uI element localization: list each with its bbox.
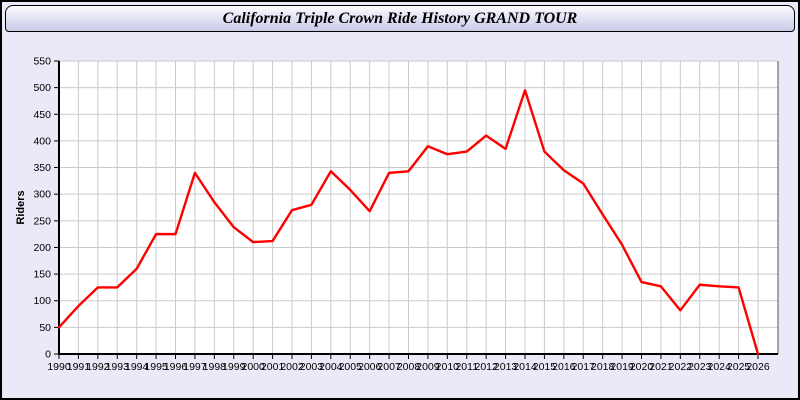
x-tick-label: 2020 bbox=[630, 361, 654, 373]
y-tick-label: 550 bbox=[33, 56, 51, 68]
x-tick-label: 2010 bbox=[436, 361, 460, 373]
x-tick-label: 2022 bbox=[669, 361, 693, 373]
x-tick-label: 2000 bbox=[241, 361, 265, 373]
y-tick-label: 300 bbox=[33, 189, 51, 201]
x-tick-label: 1997 bbox=[183, 361, 207, 373]
y-axis-title: Riders bbox=[15, 190, 27, 224]
x-tick-label: 1998 bbox=[203, 361, 227, 373]
y-tick-label: 500 bbox=[33, 82, 51, 94]
x-tick-label: 2002 bbox=[280, 361, 304, 373]
x-tick-label: 2005 bbox=[339, 361, 363, 373]
title-bar: California Triple Crown Ride History GRA… bbox=[5, 5, 795, 32]
x-tick-label: 2018 bbox=[591, 361, 615, 373]
y-tick-label: 50 bbox=[39, 322, 51, 334]
x-tick-label: 2023 bbox=[688, 361, 712, 373]
x-tick-label: 2024 bbox=[707, 361, 731, 373]
y-tick-label: 150 bbox=[33, 269, 51, 281]
x-tick-label: 2015 bbox=[533, 361, 557, 373]
x-tick-label: 2021 bbox=[649, 361, 673, 373]
chart-title: California Triple Crown Ride History GRA… bbox=[222, 9, 578, 27]
x-tick-label: 2016 bbox=[552, 361, 576, 373]
y-tick-label: 400 bbox=[33, 135, 51, 147]
x-tick-label: 2007 bbox=[377, 361, 401, 373]
x-tick-label: 2006 bbox=[358, 361, 382, 373]
x-tick-label: 1996 bbox=[164, 361, 188, 373]
x-tick-label: 2017 bbox=[572, 361, 596, 373]
y-tick-label: 200 bbox=[33, 242, 51, 254]
y-tick-label: 250 bbox=[33, 215, 51, 227]
x-tick-label: 2025 bbox=[727, 361, 751, 373]
x-tick-label: 1992 bbox=[86, 361, 110, 373]
x-tick-label: 1995 bbox=[144, 361, 168, 373]
x-tick-label: 2014 bbox=[513, 361, 537, 373]
y-tick-label: 450 bbox=[33, 109, 51, 121]
riders-line-series bbox=[57, 89, 760, 356]
y-tick-label: 100 bbox=[33, 295, 51, 307]
x-tick-label: 2004 bbox=[319, 361, 343, 373]
x-tick-label: 2008 bbox=[397, 361, 421, 373]
x-tick-label: 1993 bbox=[106, 361, 130, 373]
x-tick-label: 1994 bbox=[125, 361, 149, 373]
x-tick-label: 2019 bbox=[610, 361, 634, 373]
plot-area bbox=[59, 61, 778, 354]
x-tick-label: 2013 bbox=[494, 361, 518, 373]
x-tick-label: 1999 bbox=[222, 361, 246, 373]
x-tick-label: 2011 bbox=[455, 361, 478, 373]
x-tick-label: 2009 bbox=[416, 361, 440, 373]
x-tick-label: 2001 bbox=[261, 361, 285, 373]
x-tick-label: 1991 bbox=[67, 361, 91, 373]
x-tick-label: 1990 bbox=[47, 361, 71, 373]
y-tick-label: 0 bbox=[45, 349, 51, 361]
x-tick-label: 2003 bbox=[300, 361, 324, 373]
x-tick-label: 2012 bbox=[474, 361, 498, 373]
x-tick-label: 2026 bbox=[746, 361, 770, 373]
y-tick-label: 350 bbox=[33, 162, 51, 174]
